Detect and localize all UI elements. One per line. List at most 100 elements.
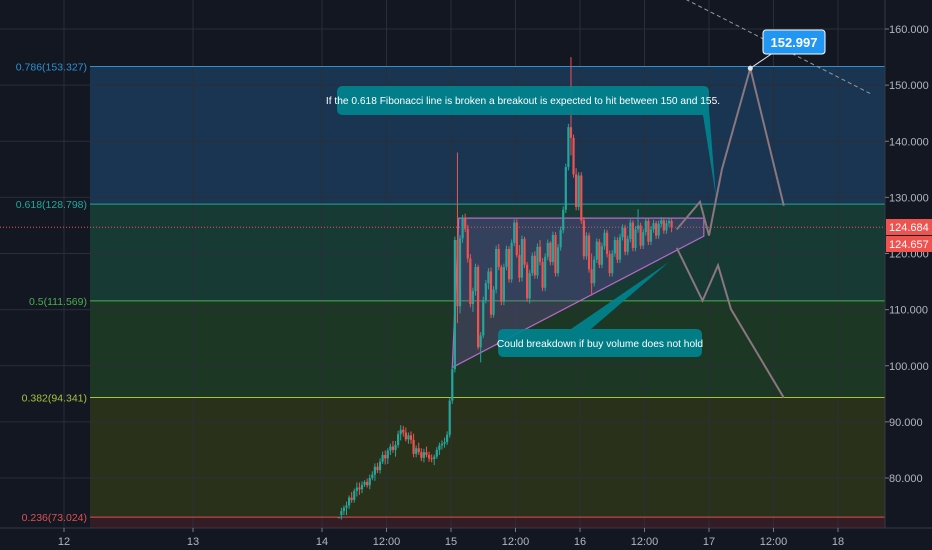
candle-body xyxy=(484,283,487,301)
candle-body xyxy=(528,273,531,299)
candle-body xyxy=(587,235,591,270)
candle-body xyxy=(551,234,555,262)
candle-body xyxy=(520,238,524,278)
price-badge[interactable] xyxy=(886,219,932,235)
time-tick-label: 12:00 xyxy=(760,536,788,548)
candle-body xyxy=(554,234,557,274)
time-tick-label: 18 xyxy=(832,536,844,548)
annotation-breakout-bubble[interactable] xyxy=(337,86,716,197)
candle-body xyxy=(590,269,593,284)
candle-body xyxy=(402,429,405,433)
candle-body xyxy=(660,220,663,224)
candle-body xyxy=(415,448,418,454)
candle-body xyxy=(549,242,552,262)
candle-body xyxy=(337,517,340,519)
candle-body xyxy=(621,227,624,238)
fib-label: 0.5(111.569) xyxy=(29,296,87,308)
candle-body xyxy=(363,481,366,485)
candle-body xyxy=(562,209,565,230)
candle-body xyxy=(531,255,534,274)
candle-body xyxy=(371,474,374,478)
candle-body xyxy=(476,266,480,348)
candle-body xyxy=(616,240,619,260)
price-badge-label: 124.657 xyxy=(889,239,929,251)
candle-body xyxy=(613,240,616,254)
candle-body xyxy=(642,232,645,246)
annotations[interactable]: 152.997 If the 0.618 Fibonacci line is br… xyxy=(326,29,826,357)
projection-paths[interactable] xyxy=(675,64,785,399)
projection-down[interactable] xyxy=(675,247,785,399)
price-tick-label: 110.000 xyxy=(889,305,928,317)
candle-body xyxy=(662,220,665,231)
candle-body xyxy=(368,478,371,486)
candle-body xyxy=(582,220,585,257)
price-axis[interactable]: 160.000150.000140.000130.000120.000110.0… xyxy=(884,0,932,550)
fib-zone-1 xyxy=(90,204,885,301)
price-badge[interactable] xyxy=(886,236,932,252)
candle-body xyxy=(474,266,477,292)
price-tick-label: 80.000 xyxy=(889,473,923,485)
candle-body xyxy=(636,225,640,230)
candle-body xyxy=(456,240,459,307)
price-axis-bg xyxy=(885,0,932,550)
candle-body xyxy=(533,255,536,276)
fib-label: 0.786(153.327) xyxy=(16,61,87,73)
candle-body xyxy=(667,220,671,224)
candle-body xyxy=(489,271,493,315)
candle-body xyxy=(600,246,604,265)
candle-body xyxy=(523,238,526,265)
candle-body xyxy=(644,220,647,233)
price-tick-label: 140.000 xyxy=(889,136,929,148)
time-tick-label: 12 xyxy=(58,536,70,548)
annotation-breakdown-bubble[interactable] xyxy=(498,262,702,357)
callout-leader xyxy=(749,51,775,69)
candle-body xyxy=(386,450,389,459)
candle-body xyxy=(461,218,464,239)
candle-body xyxy=(479,335,482,348)
candle-body xyxy=(670,220,673,228)
annotation-breakdown-text: Could breakdown if buy volume does not h… xyxy=(497,339,703,350)
candle-body xyxy=(427,454,431,459)
candle-body xyxy=(655,223,658,236)
time-axis[interactable]: 12 13 14 12:00 15 12:00 16 12:00 17 12:00 18 xyxy=(0,527,932,550)
callout-box[interactable] xyxy=(762,29,826,55)
candle-body xyxy=(513,222,516,243)
candlesticks xyxy=(337,57,673,520)
fib-label: 0.618(128.798) xyxy=(16,199,87,211)
candle-body xyxy=(500,266,503,302)
candle-body xyxy=(631,222,634,248)
candle-body xyxy=(608,254,611,274)
candle-body xyxy=(394,444,397,450)
candle-body xyxy=(446,434,449,443)
candle-body xyxy=(626,238,629,252)
candle-body xyxy=(611,253,614,274)
candle-body xyxy=(536,246,539,276)
price-tick-label: 100.000 xyxy=(889,361,929,373)
candle-body xyxy=(409,435,413,440)
candle-body xyxy=(448,400,451,435)
candle-body xyxy=(435,449,438,457)
candle-body xyxy=(353,490,356,500)
time-tick-label: 12:00 xyxy=(631,536,659,548)
candle-body xyxy=(420,452,423,458)
candle-body xyxy=(605,232,609,255)
candle-body xyxy=(526,264,529,299)
callout-value: 152.997 xyxy=(771,35,818,50)
candle-body xyxy=(425,452,428,455)
candle-body xyxy=(417,448,420,453)
candle-body xyxy=(505,249,508,267)
candle-body xyxy=(559,229,562,248)
candle-body xyxy=(593,259,596,284)
candle-body xyxy=(360,484,364,490)
candle-body xyxy=(443,442,446,444)
candle-body xyxy=(580,175,583,221)
fib-zone-3 xyxy=(90,397,885,518)
candle-body xyxy=(624,227,627,252)
candle-body xyxy=(422,452,426,458)
candle-body xyxy=(345,505,348,508)
candle-body xyxy=(572,137,575,175)
candle-body xyxy=(469,258,472,305)
time-tick-label: 17 xyxy=(703,536,715,548)
candle-body xyxy=(453,240,456,370)
